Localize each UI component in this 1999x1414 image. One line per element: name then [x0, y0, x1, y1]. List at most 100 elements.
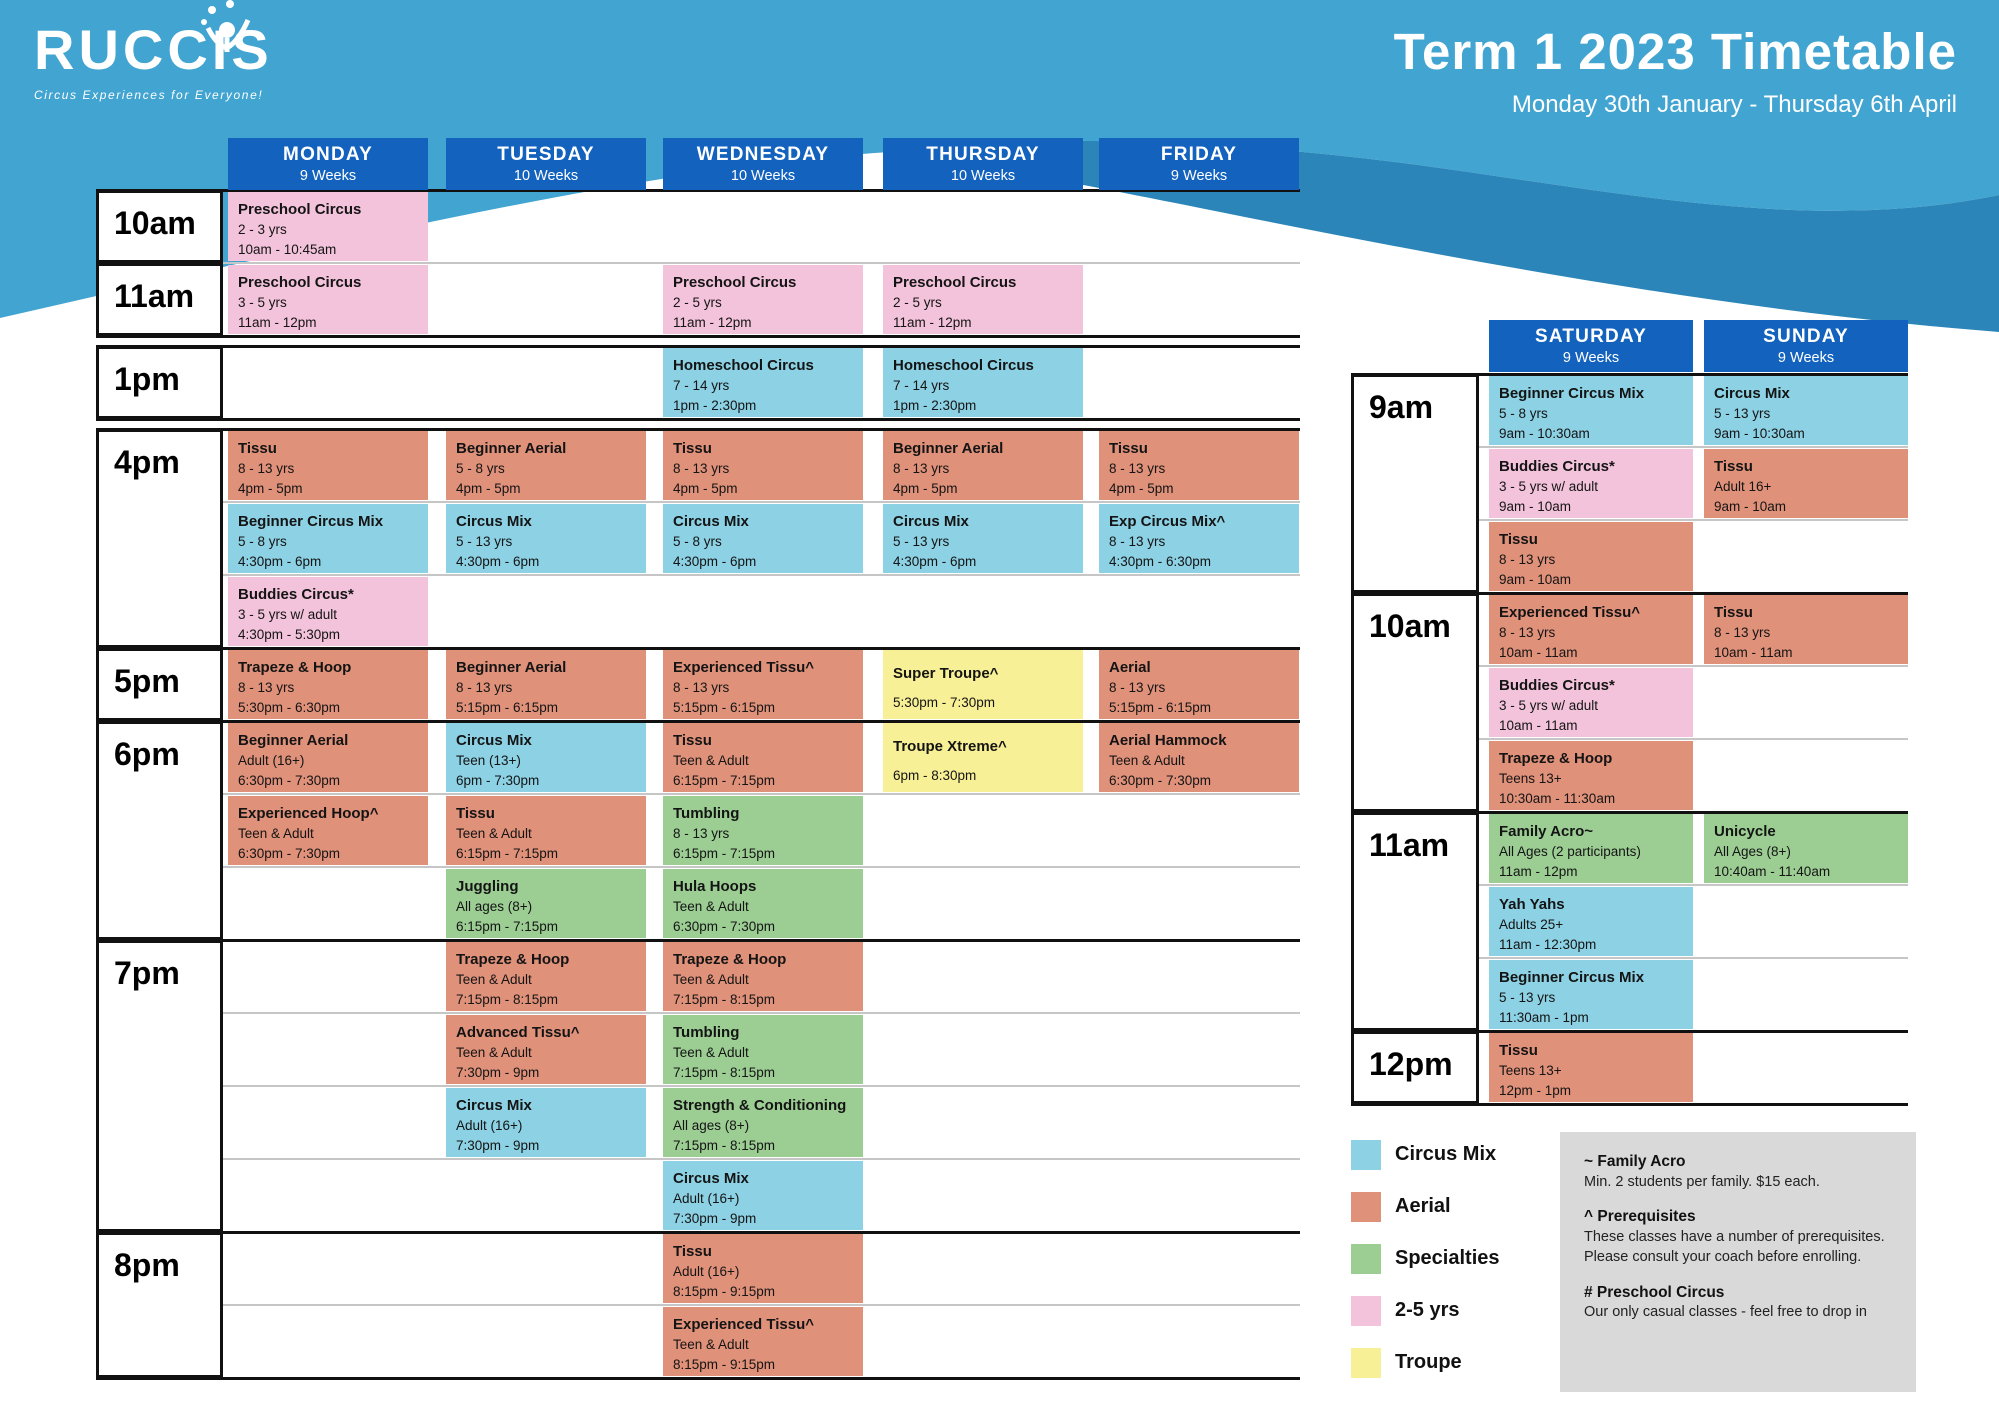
class-ages: 8 - 13 yrs	[456, 680, 513, 695]
time-label-10am: 10am	[1351, 593, 1479, 812]
class-ages: 8 - 13 yrs	[1499, 552, 1556, 567]
day-header-label: MONDAY	[283, 144, 373, 165]
legend-label: 2-5 yrs	[1395, 1299, 1460, 1321]
class-time: 9am - 10am	[1714, 499, 1787, 515]
class-time: 7:15pm - 8:15pm	[673, 992, 776, 1008]
day-header-tuesday: TUESDAY 10 Weeks	[446, 138, 646, 190]
class-cell: Tissu Teen & Adult 6:15pm - 7:15pm	[446, 796, 646, 865]
note-preschool-circus: # Preschool Circus Our only casual classe…	[1584, 1283, 1892, 1323]
class-time: 9am - 10am	[1499, 572, 1572, 588]
class-ages: Teen & Adult	[673, 753, 749, 768]
class-cell: Trapeze & Hoop Teen & Adult 7:15pm - 8:15p…	[446, 942, 646, 1011]
class-time: 4pm - 5pm	[238, 481, 303, 497]
class-cell: Beginner Circus Mix 5 - 8 yrs 9am - 10:30a…	[1489, 376, 1693, 445]
time-label-8pm: 8pm	[96, 1232, 223, 1378]
class-time: 5:30pm - 6:30pm	[238, 700, 341, 716]
class-ages: 8 - 13 yrs	[673, 826, 730, 841]
class-ages: 8 - 13 yrs	[1499, 625, 1556, 640]
class-cell: Preschool Circus 2 - 5 yrs 11am - 12pm	[663, 265, 863, 334]
class-time: 4:30pm - 6pm	[673, 554, 757, 570]
class-time: 1pm - 2:30pm	[893, 398, 977, 414]
row-separator	[1479, 665, 1908, 667]
legend-swatch	[1351, 1140, 1381, 1170]
class-time: 4:30pm - 6pm	[456, 554, 540, 570]
class-cell: Tissu Teen & Adult 6:15pm - 7:15pm	[663, 723, 863, 792]
class-title: Juggling	[456, 878, 519, 895]
class-cell: Strength & Conditioning All ages (8+) 7:15…	[663, 1088, 863, 1157]
class-cell: Experienced Tissu^ 8 - 13 yrs 10am - 11am	[1489, 595, 1693, 664]
class-title: Experienced Tissu^	[1499, 604, 1641, 621]
class-ages: All Ages (2 participants)	[1499, 844, 1641, 859]
class-ages: Teens 13+	[1499, 771, 1562, 786]
class-cell: Experienced Tissu^ Teen & Adult 8:15pm - 9…	[663, 1307, 863, 1376]
class-time: 6:15pm - 7:15pm	[673, 846, 776, 862]
row-separator	[223, 574, 1300, 576]
grid-line	[1351, 1030, 1908, 1033]
time-label-12pm: 12pm	[1351, 1031, 1479, 1104]
class-title: Aerial Hammock	[1109, 732, 1227, 749]
class-title: Preschool Circus	[893, 274, 1017, 291]
grid-line	[96, 345, 1300, 348]
class-title: Tissu	[673, 440, 712, 457]
class-title: Circus Mix	[893, 513, 969, 530]
class-cell: Aerial 8 - 13 yrs 5:15pm - 6:15pm	[1099, 650, 1299, 719]
legend-swatch	[1351, 1296, 1381, 1326]
time-label-10am: 10am	[96, 190, 223, 263]
row-separator	[1479, 884, 1908, 886]
day-header-weeks: 10 Weeks	[950, 168, 1016, 184]
day-header-label: SATURDAY	[1534, 326, 1647, 347]
class-cell: Tissu Teens 13+ 12pm - 1pm	[1489, 1033, 1693, 1102]
time-label-text: 5pm	[114, 663, 180, 699]
day-header-sunday: SUNDAY 9 Weeks	[1704, 320, 1908, 372]
class-cell: Homeschool Circus 7 - 14 yrs 1pm - 2:30pm	[663, 348, 863, 417]
time-label-text: 10am	[114, 205, 196, 241]
class-ages: 8 - 13 yrs	[238, 461, 295, 476]
time-label-11am: 11am	[96, 263, 223, 336]
time-label-1pm: 1pm	[96, 346, 223, 419]
class-cell: Circus Mix 5 - 13 yrs 4:30pm - 6pm	[446, 504, 646, 573]
class-time: 6:30pm - 7:30pm	[1109, 773, 1212, 789]
class-cell: Advanced Tissu^ Teen & Adult 7:30pm - 9pm	[446, 1015, 646, 1084]
class-title: Preschool Circus	[238, 201, 362, 218]
legend-item-specialties: Specialties	[1351, 1244, 1581, 1276]
class-ages: Teen & Adult	[1109, 753, 1185, 768]
juggler-icon	[201, 0, 251, 52]
class-title: Tumbling	[673, 1024, 740, 1041]
class-title: Tissu	[1714, 604, 1753, 621]
class-title: Trapeze & Hoop	[238, 659, 352, 676]
class-title: Circus Mix	[673, 1170, 749, 1187]
class-title: Troupe Xtreme^	[893, 738, 1007, 755]
class-title: Buddies Circus*	[238, 586, 354, 603]
class-time: 6:30pm - 7:30pm	[673, 919, 776, 935]
time-label-9am: 9am	[1351, 374, 1479, 593]
class-ages: 8 - 13 yrs	[1109, 680, 1166, 695]
time-label-text: 6pm	[114, 736, 180, 772]
note-body: Min. 2 students per family. $15 each.	[1584, 1173, 1820, 1190]
time-label-4pm: 4pm	[96, 429, 223, 648]
class-ages: 5 - 8 yrs	[673, 534, 722, 549]
legend-swatch	[1351, 1348, 1381, 1378]
class-time: 10am - 11am	[1499, 645, 1578, 661]
class-cell: Experienced Hoop^ Teen & Adult 6:30pm - 7:…	[228, 796, 428, 865]
time-label-text: 10am	[1369, 608, 1451, 644]
class-time: 9am - 10:30am	[1714, 426, 1805, 442]
class-time: 10am - 10:45am	[238, 242, 337, 258]
row-separator	[223, 1085, 1300, 1087]
class-cell: Trapeze & Hoop Teens 13+ 10:30am - 11:30am	[1489, 741, 1693, 810]
class-cell: Troupe Xtreme^ 6pm - 8:30pm	[883, 723, 1083, 792]
class-title: Strength & Conditioning	[673, 1097, 847, 1114]
class-cell: Hula Hoops Teen & Adult 6:30pm - 7:30pm	[663, 869, 863, 938]
class-cell: Tissu Adult 16+ 9am - 10am	[1704, 449, 1908, 518]
class-ages: 5 - 13 yrs	[1714, 406, 1771, 421]
class-title: Unicycle	[1714, 823, 1776, 840]
grid-line	[223, 262, 1300, 264]
class-time: 11am - 12pm	[1499, 864, 1578, 880]
class-time: 7:15pm - 8:15pm	[673, 1138, 776, 1154]
class-time: 9am - 10am	[1499, 499, 1572, 515]
day-header-label: SUNDAY	[1763, 326, 1849, 347]
day-header-friday: FRIDAY 9 Weeks	[1099, 138, 1299, 190]
class-ages: 3 - 5 yrs	[238, 295, 287, 310]
class-ages: 2 - 5 yrs	[893, 295, 942, 310]
class-ages: All ages (8+)	[456, 899, 533, 914]
day-header-weeks: 10 Weeks	[730, 168, 796, 184]
